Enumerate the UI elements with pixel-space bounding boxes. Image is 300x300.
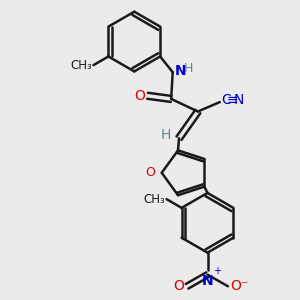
Text: H: H [184,62,193,75]
Text: ≡: ≡ [227,94,239,107]
Text: O: O [146,166,155,179]
Text: +: + [213,266,221,276]
Text: O: O [174,279,184,293]
Text: H: H [161,128,171,142]
Text: O⁻: O⁻ [230,279,249,293]
Text: CH₃: CH₃ [70,58,92,72]
Text: CH₃: CH₃ [143,193,165,206]
Text: C: C [221,94,231,107]
Text: N: N [234,94,244,107]
Text: N: N [174,64,186,78]
Text: O: O [134,89,145,103]
Text: N: N [202,274,213,288]
